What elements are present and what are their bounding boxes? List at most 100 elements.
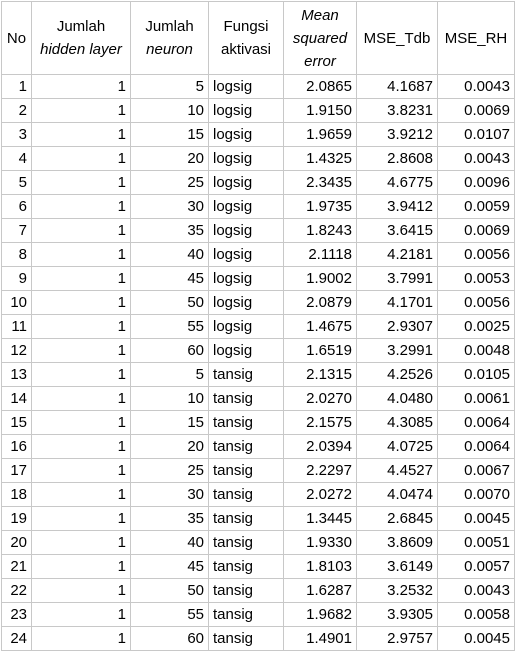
cell-mse-tdb: 4.2181 xyxy=(356,242,438,267)
cell-mse: 1.9682 xyxy=(283,602,357,627)
cell-neuron: 45 xyxy=(130,266,209,291)
cell-hidden-layer: 1 xyxy=(31,458,131,483)
cell-mse: 1.6287 xyxy=(283,578,357,603)
cell-neuron: 60 xyxy=(130,626,209,651)
cell-mse-tdb: 2.8608 xyxy=(356,146,438,171)
cell-neuron: 55 xyxy=(130,314,209,339)
cell-fungsi: logsig xyxy=(208,122,284,147)
table-row: 23 1 55 tansig 1.9682 3.9305 0.0058 xyxy=(1,602,515,627)
cell-mse-rh: 0.0045 xyxy=(437,626,515,651)
cell-no: 16 xyxy=(1,434,32,459)
cell-no: 10 xyxy=(1,290,32,315)
cell-mse-tdb: 3.6149 xyxy=(356,554,438,579)
header-mse-tdb: MSE_Tdb xyxy=(356,1,438,75)
header-mse-rh: MSE_RH xyxy=(437,1,515,75)
header-jumlah-hidden-line2: hidden layer xyxy=(40,41,122,58)
cell-neuron: 15 xyxy=(130,122,209,147)
cell-neuron: 15 xyxy=(130,410,209,435)
cell-no: 7 xyxy=(1,218,32,243)
cell-no: 15 xyxy=(1,410,32,435)
header-fungsi-line2: aktivasi xyxy=(220,41,272,58)
table-row: 16 1 20 tansig 2.0394 4.0725 0.0064 xyxy=(1,434,515,459)
cell-mse-tdb: 2.6845 xyxy=(356,506,438,531)
cell-fungsi: tansig xyxy=(208,602,284,627)
cell-mse-rh: 0.0058 xyxy=(437,602,515,627)
cell-mse-tdb: 4.6775 xyxy=(356,170,438,195)
cell-neuron: 35 xyxy=(130,218,209,243)
cell-fungsi: logsig xyxy=(208,170,284,195)
cell-no: 6 xyxy=(1,194,32,219)
cell-neuron: 35 xyxy=(130,506,209,531)
cell-neuron: 60 xyxy=(130,338,209,363)
table-row: 4 1 20 logsig 1.4325 2.8608 0.0043 xyxy=(1,146,515,171)
header-mean-squared-error: Mean squared error xyxy=(283,1,357,75)
cell-mse-rh: 0.0056 xyxy=(437,290,515,315)
cell-fungsi: tansig xyxy=(208,386,284,411)
table-row: 17 1 25 tansig 2.2297 4.4527 0.0067 xyxy=(1,458,515,483)
cell-mse-rh: 0.0043 xyxy=(437,146,515,171)
table-row: 3 1 15 logsig 1.9659 3.9212 0.0107 xyxy=(1,122,515,147)
cell-mse-rh: 0.0061 xyxy=(437,386,515,411)
cell-hidden-layer: 1 xyxy=(31,338,131,363)
table-row: 14 1 10 tansig 2.0270 4.0480 0.0061 xyxy=(1,386,515,411)
cell-mse: 1.8103 xyxy=(283,554,357,579)
cell-mse-tdb: 4.0474 xyxy=(356,482,438,507)
cell-hidden-layer: 1 xyxy=(31,386,131,411)
cell-fungsi: logsig xyxy=(208,242,284,267)
cell-fungsi: tansig xyxy=(208,482,284,507)
cell-mse-rh: 0.0048 xyxy=(437,338,515,363)
cell-fungsi: logsig xyxy=(208,290,284,315)
table-row: 13 1 5 tansig 2.1315 4.2526 0.0105 xyxy=(1,362,515,387)
table-row: 8 1 40 logsig 2.1118 4.2181 0.0056 xyxy=(1,242,515,267)
cell-hidden-layer: 1 xyxy=(31,146,131,171)
cell-fungsi: tansig xyxy=(208,458,284,483)
cell-no: 21 xyxy=(1,554,32,579)
table-row: 9 1 45 logsig 1.9002 3.7991 0.0053 xyxy=(1,266,515,291)
header-fungsi-aktivasi: Fungsi aktivasi xyxy=(208,1,284,75)
cell-neuron: 20 xyxy=(130,434,209,459)
header-jumlah-neuron-line1: Jumlah xyxy=(145,18,194,35)
header-jumlah-neuron: Jumlah neuron xyxy=(130,1,209,75)
cell-mse-rh: 0.0105 xyxy=(437,362,515,387)
table-row: 6 1 30 logsig 1.9735 3.9412 0.0059 xyxy=(1,194,515,219)
cell-fungsi: tansig xyxy=(208,362,284,387)
cell-mse-tdb: 4.1687 xyxy=(356,74,438,99)
cell-mse-tdb: 2.9757 xyxy=(356,626,438,651)
header-no: No xyxy=(1,1,32,75)
cell-hidden-layer: 1 xyxy=(31,578,131,603)
table-row: 1 1 5 logsig 2.0865 4.1687 0.0043 xyxy=(1,74,515,99)
cell-neuron: 45 xyxy=(130,554,209,579)
table-row: 11 1 55 logsig 1.4675 2.9307 0.0025 xyxy=(1,314,515,339)
cell-no: 2 xyxy=(1,98,32,123)
cell-no: 8 xyxy=(1,242,32,267)
cell-hidden-layer: 1 xyxy=(31,530,131,555)
table-row: 5 1 25 logsig 2.3435 4.6775 0.0096 xyxy=(1,170,515,195)
cell-no: 20 xyxy=(1,530,32,555)
cell-mse: 1.9002 xyxy=(283,266,357,291)
table-row: 7 1 35 logsig 1.8243 3.6415 0.0069 xyxy=(1,218,515,243)
header-no-label: No xyxy=(6,29,27,47)
header-mse-line3: error xyxy=(304,52,336,70)
cell-mse-rh: 0.0045 xyxy=(437,506,515,531)
cell-neuron: 55 xyxy=(130,602,209,627)
cell-mse: 2.3435 xyxy=(283,170,357,195)
cell-hidden-layer: 1 xyxy=(31,242,131,267)
cell-no: 1 xyxy=(1,74,32,99)
cell-mse: 2.2297 xyxy=(283,458,357,483)
cell-hidden-layer: 1 xyxy=(31,362,131,387)
cell-mse: 1.9330 xyxy=(283,530,357,555)
cell-mse-tdb: 3.9412 xyxy=(356,194,438,219)
cell-hidden-layer: 1 xyxy=(31,482,131,507)
cell-hidden-layer: 1 xyxy=(31,98,131,123)
cell-neuron: 20 xyxy=(130,146,209,171)
cell-hidden-layer: 1 xyxy=(31,74,131,99)
cell-hidden-layer: 1 xyxy=(31,122,131,147)
cell-no: 3 xyxy=(1,122,32,147)
cell-mse-rh: 0.0064 xyxy=(437,434,515,459)
cell-mse: 1.3445 xyxy=(283,506,357,531)
cell-mse: 1.8243 xyxy=(283,218,357,243)
cell-neuron: 10 xyxy=(130,386,209,411)
header-mse-rh-label: MSE_RH xyxy=(444,29,508,47)
cell-mse-tdb: 4.0480 xyxy=(356,386,438,411)
